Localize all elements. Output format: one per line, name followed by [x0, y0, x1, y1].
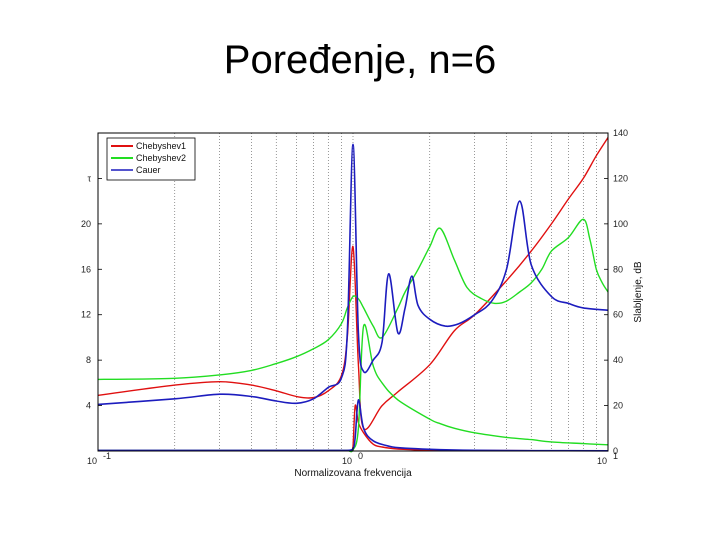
- y-right-tick-label: 100: [613, 219, 628, 229]
- series-layer: [97, 137, 609, 453]
- x-tick-exponent: 1: [613, 451, 618, 461]
- y-left-tick-label: 20: [81, 219, 91, 229]
- x-tick-label: 10: [87, 456, 97, 466]
- y-right-tick-label: 60: [613, 310, 623, 320]
- y-right-tick-label: 0: [613, 446, 618, 456]
- y-right-tick-label: 40: [613, 355, 623, 365]
- slide-title: Poređenje, n=6: [223, 38, 497, 82]
- x-tick-label: 10: [597, 456, 607, 466]
- y-right-tick-label: 20: [613, 401, 623, 411]
- y-left-tick-label: 4: [86, 401, 91, 411]
- series-line-cauer-left: [98, 399, 609, 452]
- y-axis-right-label: Slabljenje, dB: [633, 261, 644, 322]
- y-right-tick-label: 140: [613, 128, 628, 138]
- legend-label-chebyshev2: Chebyshev2: [136, 153, 186, 163]
- x-tick-exponent: 0: [358, 451, 363, 461]
- legend: Chebyshev1 Chebyshev2 Cauer: [106, 137, 196, 181]
- legend-label-chebyshev1: Chebyshev1: [136, 141, 186, 151]
- y-right-tick-label: 80: [613, 264, 623, 274]
- y-left-tick-label: 12: [81, 310, 91, 320]
- y-left-tick-label: τ: [87, 173, 91, 183]
- series-line-chebyshev2-right: [97, 218, 609, 381]
- y-left-tick-label: 8: [86, 355, 91, 365]
- series-line-cauer-right: [97, 143, 609, 406]
- x-tick-label: 10: [342, 456, 352, 466]
- y-left-tick-label: 16: [81, 264, 91, 274]
- x-axis-label: Normalizovana frekvencija: [294, 468, 412, 479]
- legend-label-cauer: Cauer: [136, 165, 161, 175]
- y-right-tick-label: 120: [613, 173, 628, 183]
- x-tick-exponent: -1: [103, 451, 111, 461]
